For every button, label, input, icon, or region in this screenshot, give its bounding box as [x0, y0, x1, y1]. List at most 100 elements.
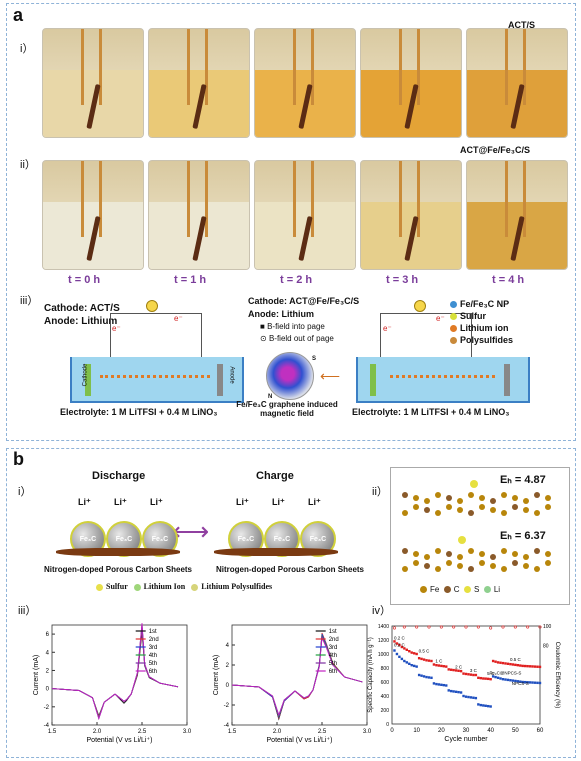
y2-axis-label: Coulombic Efficiency (%) — [554, 642, 560, 709]
fe-atom — [479, 504, 485, 510]
rate-point — [494, 660, 497, 663]
rate-point — [435, 664, 438, 667]
fe-atom — [523, 498, 529, 504]
electrode-clip — [311, 161, 314, 237]
legend-ps-text: Polysulfides — [460, 335, 514, 345]
rate-point — [393, 649, 396, 652]
row-i-label: i） — [20, 43, 34, 55]
x-tick-label: 1.5 — [48, 729, 57, 735]
fe-atom — [413, 495, 419, 501]
y-tick-label: 1400 — [378, 624, 389, 630]
legend-fe: Fe — [430, 585, 440, 594]
ce-point — [464, 625, 468, 629]
fe-atom — [523, 563, 529, 569]
rate-point — [398, 643, 401, 647]
fe-atom — [534, 492, 540, 498]
electrode-clip — [399, 161, 402, 237]
ce-point — [538, 625, 542, 629]
series-label: Fe₃C@NPCS-S — [490, 670, 522, 675]
fe-atom — [534, 510, 540, 516]
right-electron-1: e⁻ — [436, 314, 445, 323]
dft-box — [390, 467, 570, 605]
rate-point — [506, 678, 510, 682]
x-axis-label: Cycle number — [444, 736, 488, 743]
b-legend-li: Lithium Ion — [143, 582, 186, 591]
fe-atom-icon — [420, 586, 427, 594]
y-tick-label: 2 — [46, 668, 50, 674]
rate-point — [536, 665, 539, 668]
li-atom-icon — [483, 586, 491, 594]
rate-label: 1 C — [435, 658, 443, 663]
mid-anode-text: Anode: Lithium — [248, 309, 314, 319]
b-legend-sulfur: Sulfur — [106, 582, 128, 591]
ce-point — [452, 625, 456, 629]
sulfur-legend-icon — [96, 583, 103, 591]
sheets-label-left: Nitrogen-doped Porous Carbon Sheets — [44, 565, 193, 574]
time-label: t = 2 h — [280, 274, 313, 286]
fe-atom — [479, 551, 485, 557]
sphere-s: S — [312, 356, 317, 362]
panel-a — [6, 3, 576, 441]
rate-point — [526, 664, 529, 668]
rate-point — [538, 681, 542, 685]
row-ii-vial-4 — [466, 160, 568, 270]
fe-atom — [490, 507, 496, 513]
rate-point — [454, 669, 458, 672]
fe-atom — [424, 498, 430, 504]
fe-atom — [435, 492, 441, 498]
rate-point — [422, 675, 426, 678]
b-legend-lps: Lithium Polysulfides — [201, 582, 273, 591]
arrow-left-icon: ⟵ — [320, 368, 341, 384]
x-tick-label: 30 — [463, 728, 470, 734]
fe-atom — [468, 566, 474, 572]
eb-bottom: Eₕ = 6.37 — [500, 530, 546, 542]
rate-point — [521, 664, 524, 668]
fe-atom — [501, 566, 507, 572]
rate-point — [432, 682, 436, 685]
row-ii-vial-1 — [148, 160, 250, 270]
fe-atom — [413, 504, 419, 510]
rate-point — [538, 665, 542, 669]
rate-point — [408, 662, 411, 665]
rate-point — [395, 652, 399, 656]
b-row-i-legend: Sulfur Lithium Ion Lithium Polysulfides — [96, 582, 272, 591]
rate-point — [425, 675, 428, 679]
fe-atom — [457, 507, 463, 513]
right-particles — [390, 375, 495, 382]
electrode-clip — [99, 29, 102, 105]
x-axis-label: Potential (V vs Li/Li⁺) — [267, 737, 333, 744]
fe-atom — [523, 507, 529, 513]
sheets-label-right: Nitrogen-doped Porous Carbon Sheets — [216, 565, 365, 574]
rate-point — [464, 672, 468, 676]
fe-atom — [446, 560, 452, 566]
rate-point — [427, 659, 431, 662]
rate-point — [410, 651, 413, 654]
b-row-iv-label: iv） — [372, 605, 391, 617]
s-atom-icon — [464, 586, 472, 594]
y-axis-label: Current (mA) — [213, 655, 220, 695]
left-cell — [70, 357, 244, 403]
rate-point — [536, 681, 539, 685]
rate-point — [487, 704, 490, 708]
rate-point — [450, 689, 453, 693]
rate-point — [499, 677, 502, 680]
rate-point — [501, 678, 505, 681]
left-electron-1: e⁻ — [174, 314, 183, 323]
left-anode-plate — [217, 364, 223, 396]
fe-atom — [457, 554, 463, 560]
fe-atom — [446, 551, 452, 557]
rate-point — [393, 640, 396, 643]
fe-atom — [490, 554, 496, 560]
rate-point — [452, 668, 455, 672]
x-tick-label: 50 — [512, 728, 519, 734]
fe-atom — [512, 560, 518, 566]
electrode-clip — [81, 161, 84, 237]
ce-point — [415, 625, 419, 629]
electrode-clip — [417, 29, 420, 105]
y-tick-label: 6 — [46, 632, 50, 638]
rate-point — [524, 680, 527, 684]
rate-point — [447, 689, 450, 692]
left-electrolyte-text: Electrolyte: 1 M LiTFSI + 0.4 M LiNO₃ — [60, 407, 218, 417]
row-i-vial-0 — [42, 28, 144, 138]
ce-point — [392, 626, 396, 630]
